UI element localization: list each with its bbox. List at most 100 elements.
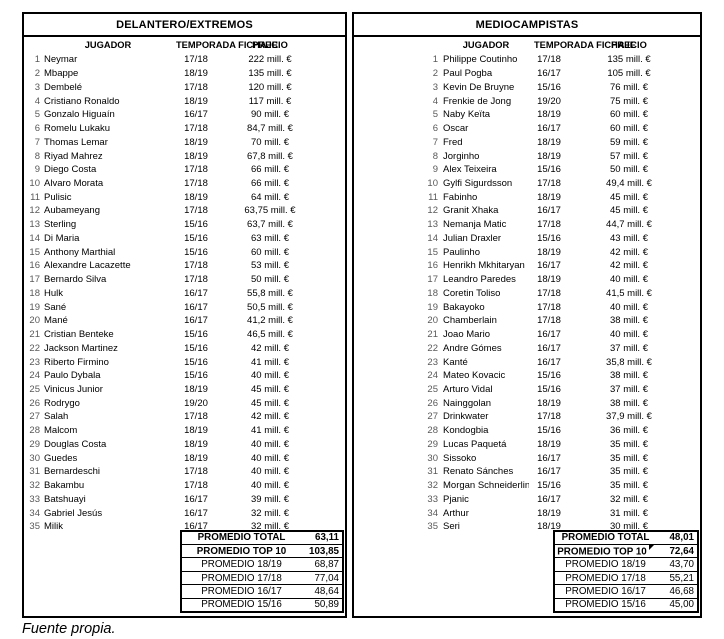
price-cell: 57 mill. € — [609, 150, 648, 162]
price-cell: 63 mill. € — [250, 232, 289, 244]
player-rows: 1 Philippe Coutinho 17/18 135 mill. € 2 Paul … — [354, 53, 700, 534]
summary-value: 46,68 — [669, 585, 694, 597]
season-cell: 17/18 — [184, 164, 208, 176]
season-cell: 18/19 — [537, 397, 561, 409]
price-cell: 90 mill. € — [250, 109, 289, 121]
season-cell: 17/18 — [537, 411, 561, 423]
source-note: Fuente propia. — [22, 621, 116, 637]
player-name: Fabinho — [443, 191, 478, 203]
price-cell: 31 mill. € — [609, 507, 648, 519]
table-row: 30 Guedes 18/19 40 mill. € — [24, 451, 345, 465]
player-name: Coretin Toliso — [443, 287, 501, 299]
season-cell: 15/16 — [184, 246, 208, 258]
player-rank: 13 — [29, 219, 40, 231]
player-rank: 16 — [427, 260, 438, 272]
header-temporada-fichaje: TEMPORADA FICHAJE — [176, 40, 278, 50]
price-cell: 40 mill. € — [250, 370, 289, 382]
summary-value: 72,64 — [669, 545, 694, 557]
table-row: 23 Kanté 16/17 35,8 mill. € — [354, 355, 700, 369]
table-row: 26 Nainggolan 18/19 38 mill. € — [354, 396, 700, 410]
summary-box: PROMEDIO TOTAL 63,11 PROMEDIO TOP 10 103,85… — [180, 529, 344, 613]
season-cell: 16/17 — [184, 301, 208, 313]
player-name: Naby Keïta — [443, 109, 490, 121]
price-cell: 45 mill. € — [609, 191, 648, 203]
summary-value: 45,00 — [669, 599, 694, 611]
player-rank: 30 — [29, 452, 40, 464]
season-cell: 16/17 — [184, 287, 208, 299]
price-cell: 60 mill. € — [609, 123, 648, 135]
summary-box: PROMEDIO TOTAL 48,01 PROMEDIO TOP 10 72,64 P… — [553, 529, 699, 613]
season-cell: 16/17 — [537, 260, 561, 272]
summary-label: PROMEDIO TOTAL — [197, 532, 286, 544]
table-row: 5 Gonzalo Higuaín 16/17 90 mill. € — [24, 108, 345, 122]
player-name: Bakambu — [44, 480, 85, 492]
player-rank: 29 — [427, 438, 438, 450]
player-rank: 34 — [29, 507, 40, 519]
table-row: 1 Neymar 17/18 222 mill. € — [24, 53, 345, 67]
player-rank: 33 — [29, 493, 40, 505]
player-rank: 21 — [427, 329, 438, 341]
table-row: 28 Malcom 18/19 41 mill. € — [24, 424, 345, 438]
player-rank: 17 — [427, 274, 438, 286]
price-cell: 35 mill. € — [609, 438, 648, 450]
player-name: Morgan Schneiderlin — [443, 480, 529, 492]
summary-row: PROMEDIO 16/17 46,68 — [555, 585, 697, 599]
table-header-row: JUGADOR TEMPORADA FICHAJE PRECIO — [354, 37, 700, 53]
season-cell: 17/18 — [537, 287, 561, 299]
table-row: 23 Riberto Firmino 15/16 41 mill. € — [24, 355, 345, 369]
summary-value: 103,85 — [309, 545, 339, 557]
table-row: 15 Anthony Marthial 15/16 60 mill. € — [24, 245, 345, 259]
price-cell: 45 mill. € — [250, 397, 289, 409]
player-rank: 20 — [427, 315, 438, 327]
season-cell: 15/16 — [537, 370, 561, 382]
price-cell: 117 mill. € — [248, 95, 292, 107]
player-rows: 1 Neymar 17/18 222 mill. € 2 Mbappe 18/19 135 m… — [24, 53, 345, 534]
season-cell: 17/18 — [184, 260, 208, 272]
season-cell: 18/19 — [537, 150, 561, 162]
season-cell: 15/16 — [184, 356, 208, 368]
player-name: Philippe Coutinho — [443, 54, 518, 66]
price-cell: 46,5 mill. € — [247, 329, 293, 341]
player-name: Pulisic — [44, 191, 72, 203]
season-cell: 17/18 — [537, 315, 561, 327]
player-name: Guedes — [44, 452, 78, 464]
summary-value: 50,89 — [314, 599, 339, 611]
season-cell: 16/17 — [184, 493, 208, 505]
table-row: 14 Di Maria 15/16 63 mill. € — [24, 232, 345, 246]
table-row: 33 Batshuayi 16/17 39 mill. € — [24, 493, 345, 507]
table-row: 19 Bakayoko 17/18 40 mill. € — [354, 300, 700, 314]
table-row: 9 Alex Teixeira 15/16 50 mill. € — [354, 163, 700, 177]
season-cell: 18/19 — [537, 274, 561, 286]
player-rank: 13 — [427, 219, 438, 231]
player-rank: 4 — [34, 95, 40, 107]
player-rank: 35 — [29, 521, 40, 533]
player-name: Gonzalo Higuaín — [44, 109, 115, 121]
table-row: 35 Seri 18/19 30 mill. € — [354, 520, 700, 534]
summary-label: PROMEDIO 15/16 — [565, 599, 646, 611]
player-rank: 23 — [427, 356, 438, 368]
season-cell: 18/19 — [184, 383, 208, 395]
table-row: 9 Diego Costa 17/18 66 mill. € — [24, 163, 345, 177]
summary-label: PROMEDIO TOP 10 — [555, 545, 656, 557]
player-rank: 9 — [34, 164, 40, 176]
table-row: 15 Paulinho 18/19 42 mill. € — [354, 245, 700, 259]
player-name: Douglas Costa — [44, 438, 107, 450]
player-name: Sané — [44, 301, 67, 313]
price-cell: 32 mill. € — [250, 507, 289, 519]
player-name: Alex Teixeira — [443, 164, 497, 176]
summary-value: 48,64 — [314, 585, 339, 597]
price-cell: 35 mill. € — [609, 480, 648, 492]
price-cell: 35,8 mill. € — [606, 356, 652, 368]
price-cell: 35 mill. € — [609, 466, 648, 478]
price-cell: 38 mill. € — [609, 315, 648, 327]
season-cell: 16/17 — [184, 521, 208, 533]
season-cell: 16/17 — [184, 315, 208, 327]
season-cell: 15/16 — [184, 232, 208, 244]
season-cell: 17/18 — [184, 466, 208, 478]
season-cell: 17/18 — [184, 81, 208, 93]
table-row: 13 Sterling 15/16 63,7 mill. € — [24, 218, 345, 232]
player-rank: 33 — [427, 493, 438, 505]
price-cell: 67,8 mill. € — [247, 150, 293, 162]
table-row: 11 Pulisic 18/19 64 mill. € — [24, 190, 345, 204]
season-cell: 19/20 — [537, 95, 561, 107]
